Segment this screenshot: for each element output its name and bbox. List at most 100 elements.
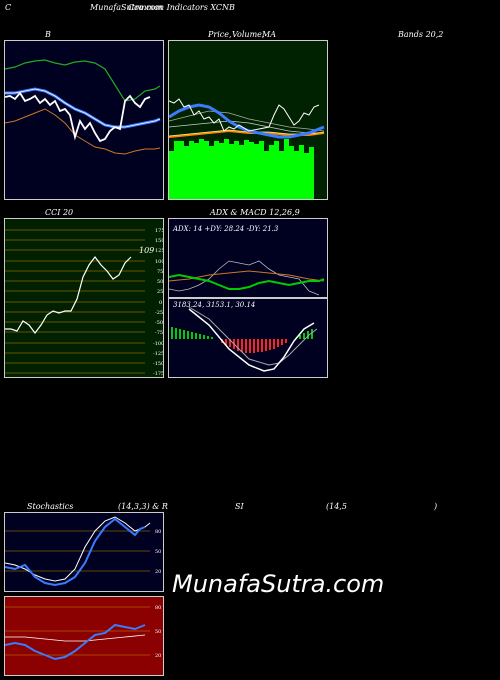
macd-hist-bar (245, 339, 247, 353)
volume-bar (199, 139, 204, 199)
macd-hist-bar (311, 329, 313, 339)
cci-gridlines (5, 229, 145, 374)
volume-bar (299, 145, 304, 199)
bb-lower-line (5, 108, 161, 155)
macd-values-label: 3183.24, 3153.1, 30.14 (173, 301, 255, 309)
stoch-tick: 50 (155, 549, 161, 555)
adx-white-line (169, 260, 320, 296)
volume-bar (259, 141, 264, 199)
header-site: MunafaSutra.com (90, 3, 163, 12)
rsi-line (5, 623, 146, 661)
volume-bar (229, 144, 234, 199)
rsi-ma-line (5, 634, 146, 642)
label-adx-macd: ADX & MACD 12,26,9 (210, 208, 300, 217)
volume-bar (254, 144, 259, 199)
volume-bar (184, 146, 189, 199)
volume-bar (224, 139, 229, 199)
macd-hist-bar (203, 335, 205, 339)
cci-value-label: 109 (139, 246, 154, 255)
price-volume-chart (169, 98, 325, 199)
macd-hist-bar (253, 339, 255, 353)
macd-hist-bar (179, 329, 181, 339)
cci-tick: -100 (153, 341, 164, 347)
cci-line (5, 256, 132, 334)
cci-tick: -25 (155, 310, 163, 316)
volume-bar (284, 139, 289, 199)
macd-hist-bar (187, 331, 189, 339)
header-title: Common Indicators XCNB (128, 3, 235, 12)
macd-hist-bar (285, 339, 287, 343)
cci-chart: 175 150 125 100 75 50 25 0 -25 -50 -75 -… (5, 228, 164, 377)
adx-panel: ADX: 14 +DY: 28.24 -DY: 21.3 (168, 218, 328, 298)
label-stoch-b: (14,3,3) & R (118, 502, 168, 511)
macd-hist-negative (221, 339, 287, 353)
cci-tick: 175 (155, 228, 164, 234)
cci-tick: -175 (153, 371, 164, 377)
bb-price-line (5, 91, 151, 143)
volume-bar (274, 141, 279, 199)
macd-hist-bar (281, 339, 283, 345)
volume-bar (189, 141, 194, 199)
volume-bar (239, 145, 244, 199)
label-volume: Volume, (232, 30, 265, 39)
bb-middle-inner (5, 88, 161, 128)
volume-bar (214, 141, 219, 199)
label-ma: MA (262, 30, 276, 39)
macd-hist-bar (273, 339, 275, 349)
macd-hist-bar (307, 331, 309, 339)
volume-bar (279, 151, 284, 199)
ma-line-b (169, 120, 324, 134)
macd-signal-line (188, 306, 318, 366)
adx-values-label: ADX: 14 +DY: 28.24 -DY: 21.3 (172, 225, 279, 233)
ma-line-a (169, 110, 325, 132)
rsi-panel: 80 50 20 (4, 596, 164, 676)
macd-hist-bar (183, 330, 185, 339)
volume-bar (234, 141, 239, 199)
macd-hist-bar (171, 327, 173, 339)
cci-panel: 175 150 125 100 75 50 25 0 -25 -50 -75 -… (4, 218, 164, 378)
label-cci: CCI 20 (45, 208, 74, 217)
macd-hist-bar (195, 333, 197, 339)
cci-tick: -50 (155, 320, 163, 326)
volume-bar (179, 141, 184, 199)
volume-bar (209, 146, 214, 199)
macd-hist-bar (277, 339, 279, 347)
label-stoch-d: (14,5 (326, 502, 347, 511)
volume-bar (244, 140, 249, 199)
volume-bar (194, 143, 199, 199)
macd-hist-bar (265, 339, 267, 351)
macd-hist-bar (257, 339, 259, 352)
macd-hist-bar (299, 335, 301, 339)
cci-tick: 25 (157, 289, 163, 295)
macd-line (188, 308, 315, 372)
cci-tick: 50 (157, 279, 163, 285)
adx-chart: ADX: 14 +DY: 28.24 -DY: 21.3 (169, 225, 325, 296)
volume-bar (174, 141, 179, 199)
macd-hist-bar (237, 339, 239, 351)
stochastics-chart: 80 50 20 (5, 516, 161, 587)
macd-hist-bar (241, 339, 243, 352)
cci-tick: -150 (153, 361, 164, 367)
volume-bar (294, 151, 299, 199)
adx-orange-line (169, 270, 325, 282)
cci-tick: 0 (159, 300, 162, 306)
macd-hist-bar (207, 336, 209, 339)
price-volume-panel (168, 40, 328, 200)
volume-bar (249, 142, 254, 199)
bollinger-chart (5, 59, 161, 155)
macd-hist-bar (249, 339, 251, 353)
stoch-tick: 80 (155, 529, 161, 535)
volume-bar (219, 143, 224, 199)
cci-tick: -75 (155, 330, 163, 336)
volume-bar (309, 147, 314, 199)
macd-panel: 3183.24, 3153.1, 30.14 (168, 298, 328, 378)
cci-tick: 125 (155, 248, 164, 254)
volume-bar (289, 146, 294, 199)
stoch-k-line (5, 517, 146, 587)
macd-hist-bar (211, 337, 213, 339)
macd-hist-bar (229, 339, 231, 347)
volume-bar (204, 141, 209, 199)
bb-upper-line (5, 59, 161, 102)
bollinger-panel (4, 40, 164, 200)
label-stoch-c: SI (235, 502, 244, 511)
